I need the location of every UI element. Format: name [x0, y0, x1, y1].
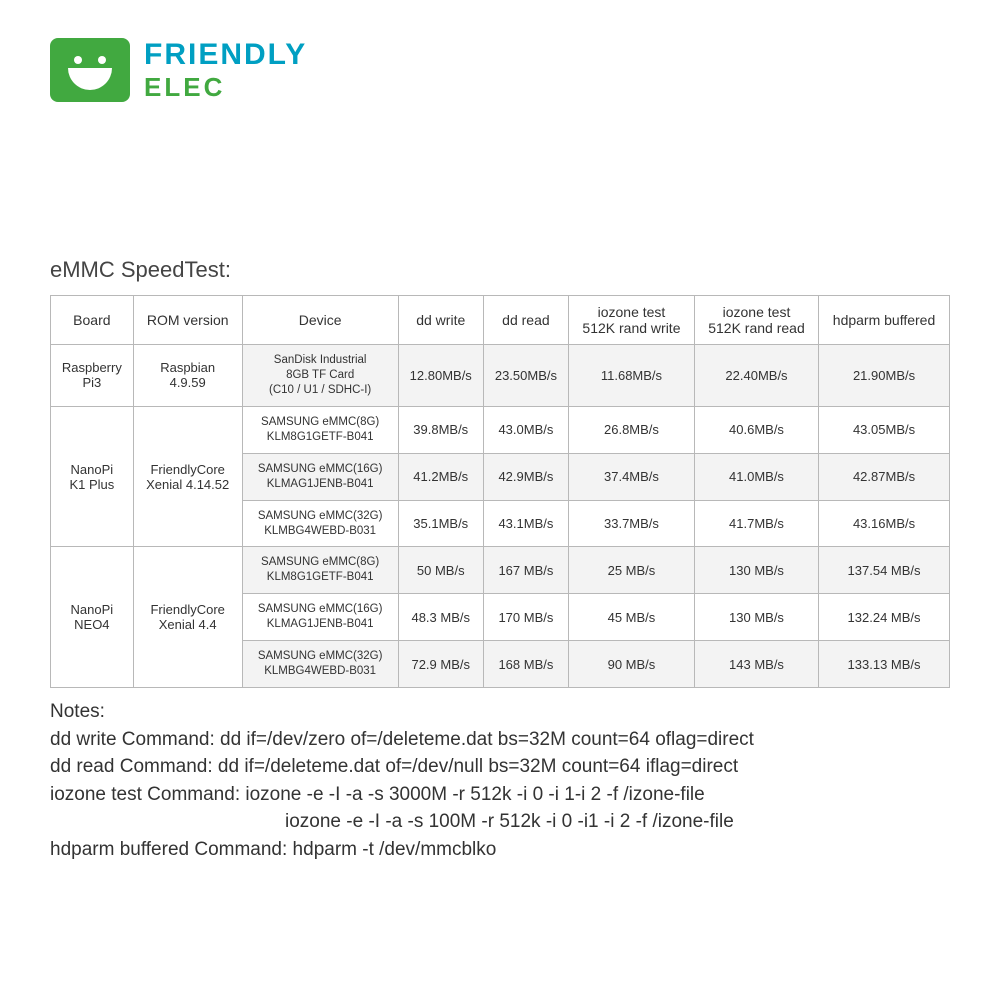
cell-value: 43.1MB/s: [483, 500, 568, 547]
cell-value: 12.80MB/s: [398, 345, 483, 407]
cell-board: NanoPiK1 Plus: [51, 406, 134, 547]
notes-line-indent: iozone -e -I -a -s 100M -r 512k -i 0 -i1…: [50, 808, 950, 836]
cell-value: 25 MB/s: [569, 547, 695, 594]
table-row: NanoPiNEO4FriendlyCoreXenial 4.4SAMSUNG …: [51, 547, 950, 594]
cell-value: 37.4MB/s: [569, 453, 695, 500]
cell-value: 130 MB/s: [694, 547, 818, 594]
notes-line: iozone test Command: iozone -e -I -a -s …: [50, 781, 950, 809]
column-header: hdparm buffered: [819, 296, 950, 345]
logo-text: FRIENDLY ELEC: [144, 40, 307, 100]
cell-value: 90 MB/s: [569, 641, 695, 688]
cell-value: 43.05MB/s: [819, 406, 950, 453]
cell-value: 41.0MB/s: [694, 453, 818, 500]
cell-device: SAMSUNG eMMC(16G)KLMAG1JENB-B041: [242, 594, 398, 641]
speedtest-table: BoardROM versionDevicedd writedd readioz…: [50, 295, 950, 688]
cell-board: NanoPiNEO4: [51, 547, 134, 688]
cell-value: 72.9 MB/s: [398, 641, 483, 688]
cell-value: 43.16MB/s: [819, 500, 950, 547]
cell-value: 48.3 MB/s: [398, 594, 483, 641]
cell-value: 35.1MB/s: [398, 500, 483, 547]
cell-value: 26.8MB/s: [569, 406, 695, 453]
cell-value: 39.8MB/s: [398, 406, 483, 453]
cell-value: 167 MB/s: [483, 547, 568, 594]
column-header: ROM version: [133, 296, 242, 345]
cell-value: 143 MB/s: [694, 641, 818, 688]
cell-value: 130 MB/s: [694, 594, 818, 641]
cell-device: SAMSUNG eMMC(16G)KLMAG1JENB-B041: [242, 453, 398, 500]
cell-value: 137.54 MB/s: [819, 547, 950, 594]
cell-rom: Raspbian4.9.59: [133, 345, 242, 407]
cell-value: 132.24 MB/s: [819, 594, 950, 641]
logo-line1: FRIENDLY: [144, 40, 307, 70]
cell-value: 42.9MB/s: [483, 453, 568, 500]
cell-device: SanDisk Industrial8GB TF Card(C10 / U1 /…: [242, 345, 398, 407]
notes-line: dd read Command: dd if=/deleteme.dat of=…: [50, 753, 950, 781]
logo-icon: [50, 38, 130, 102]
cell-value: 168 MB/s: [483, 641, 568, 688]
column-header: Board: [51, 296, 134, 345]
table-row: RaspberryPi3Raspbian4.9.59SanDisk Indust…: [51, 345, 950, 407]
column-header: Device: [242, 296, 398, 345]
cell-board: RaspberryPi3: [51, 345, 134, 407]
cell-value: 40.6MB/s: [694, 406, 818, 453]
section-title: eMMC SpeedTest:: [50, 257, 950, 283]
brand-logo: FRIENDLY ELEC: [50, 38, 950, 102]
cell-device: SAMSUNG eMMC(32G)KLMBG4WEBD-B031: [242, 500, 398, 547]
cell-value: 133.13 MB/s: [819, 641, 950, 688]
notes-block: Notes: dd write Command: dd if=/dev/zero…: [50, 698, 950, 863]
table-header-row: BoardROM versionDevicedd writedd readioz…: [51, 296, 950, 345]
cell-value: 170 MB/s: [483, 594, 568, 641]
cell-device: SAMSUNG eMMC(32G)KLMBG4WEBD-B031: [242, 641, 398, 688]
cell-value: 11.68MB/s: [569, 345, 695, 407]
cell-rom: FriendlyCoreXenial 4.14.52: [133, 406, 242, 547]
cell-device: SAMSUNG eMMC(8G)KLM8G1GETF-B041: [242, 406, 398, 453]
column-header: dd read: [483, 296, 568, 345]
cell-value: 21.90MB/s: [819, 345, 950, 407]
cell-value: 43.0MB/s: [483, 406, 568, 453]
notes-line: dd write Command: dd if=/dev/zero of=/de…: [50, 726, 950, 754]
cell-value: 42.87MB/s: [819, 453, 950, 500]
cell-value: 23.50MB/s: [483, 345, 568, 407]
notes-line: hdparm buffered Command: hdparm -t /dev/…: [50, 836, 950, 864]
cell-value: 41.2MB/s: [398, 453, 483, 500]
column-header: dd write: [398, 296, 483, 345]
cell-value: 50 MB/s: [398, 547, 483, 594]
notes-heading: Notes:: [50, 698, 950, 726]
table-row: NanoPiK1 PlusFriendlyCoreXenial 4.14.52S…: [51, 406, 950, 453]
column-header: iozone test 512K rand write: [569, 296, 695, 345]
cell-value: 41.7MB/s: [694, 500, 818, 547]
table-body: RaspberryPi3Raspbian4.9.59SanDisk Indust…: [51, 345, 950, 688]
cell-device: SAMSUNG eMMC(8G)KLM8G1GETF-B041: [242, 547, 398, 594]
cell-value: 33.7MB/s: [569, 500, 695, 547]
cell-value: 22.40MB/s: [694, 345, 818, 407]
logo-line2: ELEC: [144, 74, 307, 100]
column-header: iozone test 512K rand read: [694, 296, 818, 345]
cell-rom: FriendlyCoreXenial 4.4: [133, 547, 242, 688]
cell-value: 45 MB/s: [569, 594, 695, 641]
